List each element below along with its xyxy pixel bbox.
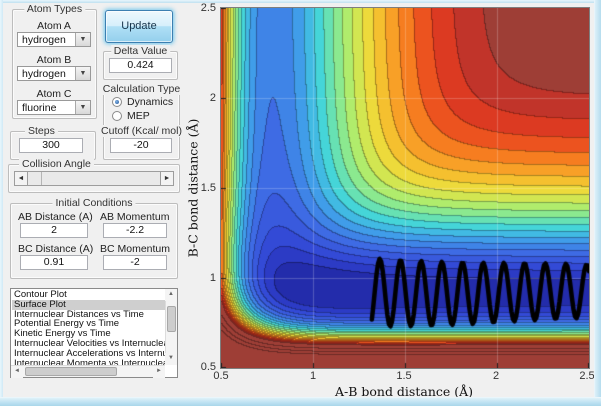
x-tick-label: 1 — [309, 370, 317, 382]
arrow-up-icon: ▲ — [168, 291, 174, 297]
window-border-top — [0, 0, 601, 3]
atom-b-dropdown-button[interactable]: ▼ — [75, 67, 90, 80]
radio-mep[interactable]: MEP — [112, 110, 174, 122]
window-border-bottom — [0, 397, 601, 406]
delta-value-field[interactable]: 0.424 — [109, 58, 172, 73]
contour-plot-canvas — [220, 7, 590, 369]
bc-distance-field[interactable]: 0.91 — [20, 255, 88, 270]
chevron-down-icon: ▼ — [79, 70, 87, 77]
initial-conditions-title: Initial Conditions — [52, 197, 136, 209]
atom-b-value: hydrogen — [22, 68, 66, 80]
calculation-type-title: Calculation Type — [99, 83, 184, 95]
chevron-down-icon: ▼ — [79, 104, 87, 111]
arrow-right-icon: ► — [163, 175, 171, 182]
arrow-down-icon: ▼ — [168, 355, 174, 361]
scroll-down-button[interactable]: ▼ — [165, 353, 177, 365]
bc-distance-label: BC Distance (A) — [18, 243, 94, 255]
update-button[interactable]: Update — [105, 10, 173, 43]
steps-field[interactable]: 300 — [19, 138, 83, 153]
list-item[interactable]: Internuclear Velocities vs Internuclear … — [14, 338, 165, 349]
vertical-scrollbar[interactable]: ▲ ▼ — [165, 289, 177, 365]
cutoff-title: Cutoff (Kcal/ mol) — [98, 125, 185, 137]
list-item[interactable]: Internuclear Momenta vs Internuclear Dis… — [14, 358, 165, 365]
cutoff-field[interactable]: -20 — [110, 138, 172, 153]
x-tick-label: 0.5 — [213, 370, 229, 382]
ab-distance-field[interactable]: 2 — [20, 223, 88, 238]
initial-conditions-group: Initial Conditions — [10, 197, 178, 279]
ab-momentum-field[interactable]: -2.2 — [103, 223, 167, 238]
cutoff-group: Cutoff (Kcal/ mol) — [98, 125, 185, 160]
atom-c-combobox[interactable]: fluorine ▼ — [17, 100, 91, 115]
atom-types-title: Atom Types — [23, 3, 86, 15]
plot-type-listbox[interactable]: Contour Plot Surface Plot Internuclear D… — [10, 288, 178, 378]
slider-left-arrow-button[interactable]: ◄ — [15, 172, 28, 185]
bc-momentum-field[interactable]: -2 — [103, 255, 167, 270]
atom-a-value: hydrogen — [22, 34, 66, 46]
list-item[interactable]: Internuclear Distances vs Time — [14, 309, 144, 320]
list-item-selected[interactable]: Surface Plot — [12, 299, 165, 310]
radio-dynamics-label: Dynamics — [127, 96, 174, 108]
atom-types-group: Atom Types — [12, 3, 97, 119]
arrow-right-icon: ► — [156, 368, 162, 374]
delta-value-title: Delta Value — [110, 45, 171, 57]
collision-angle-group: Collision Angle — [8, 158, 180, 193]
y-tick-label: 0.5 — [200, 361, 216, 373]
window-border-right — [594, 0, 601, 406]
atom-c-dropdown-button[interactable]: ▼ — [75, 101, 90, 114]
list-item[interactable]: Internuclear Accelerations vs Internucle… — [14, 348, 165, 359]
vertical-scrollbar-thumb[interactable] — [167, 306, 176, 332]
atom-b-label: Atom B — [36, 54, 72, 66]
scroll-right-button[interactable]: ► — [153, 366, 165, 378]
scroll-left-button[interactable]: ◄ — [11, 366, 23, 378]
scroll-up-button[interactable]: ▲ — [165, 289, 177, 301]
calculation-type-group: Calculation Type — [99, 83, 184, 128]
plot-type-list: Contour Plot Surface Plot Internuclear D… — [12, 290, 165, 365]
atom-a-dropdown-button[interactable]: ▼ — [75, 33, 90, 46]
ab-momentum-label: AB Momentum — [100, 211, 170, 223]
collision-angle-slider[interactable]: ◄ ► — [14, 171, 174, 186]
horizontal-scrollbar-thumb[interactable] — [25, 367, 117, 376]
x-tick-label: 2 — [492, 370, 500, 382]
radio-mep-icon — [112, 111, 122, 121]
slider-thumb[interactable] — [29, 172, 42, 185]
arrow-left-icon: ◄ — [14, 368, 20, 374]
collision-angle-title: Collision Angle — [19, 158, 94, 170]
atom-b-combobox[interactable]: hydrogen ▼ — [17, 66, 91, 81]
chevron-down-icon: ▼ — [79, 36, 87, 43]
delta-value-group: Delta Value — [103, 45, 178, 80]
y-tick-label: 2 — [209, 92, 216, 104]
bc-momentum-label: BC Momentum — [100, 243, 171, 255]
list-item[interactable]: Kinetic Energy vs Time — [14, 329, 111, 339]
y-tick-label: 1 — [209, 272, 216, 284]
slider-right-arrow-button[interactable]: ► — [160, 172, 173, 185]
horizontal-scrollbar[interactable]: ◄ ► — [11, 365, 165, 378]
radio-mep-label: MEP — [127, 110, 150, 122]
arrow-left-icon: ◄ — [17, 175, 25, 182]
list-item[interactable]: Contour Plot — [14, 290, 67, 300]
x-tick-label: 1.5 — [396, 370, 412, 382]
y-tick-label: 1.5 — [200, 182, 216, 194]
list-item[interactable]: Potential Energy vs Time — [14, 319, 120, 330]
atom-c-value: fluorine — [22, 102, 57, 114]
atom-c-label: Atom C — [36, 88, 72, 100]
atom-a-combobox[interactable]: hydrogen ▼ — [17, 32, 91, 47]
radio-dynamics[interactable]: Dynamics — [112, 96, 174, 108]
ab-distance-label: AB Distance (A) — [18, 211, 93, 223]
y-axis-label: B-C bond distance (Å) — [185, 118, 201, 258]
steps-title: Steps — [25, 125, 58, 137]
window-border-left — [0, 0, 3, 406]
y-tick-label: 2.5 — [200, 2, 216, 14]
radio-dynamics-icon — [112, 97, 122, 107]
atom-a-label: Atom A — [37, 20, 71, 32]
